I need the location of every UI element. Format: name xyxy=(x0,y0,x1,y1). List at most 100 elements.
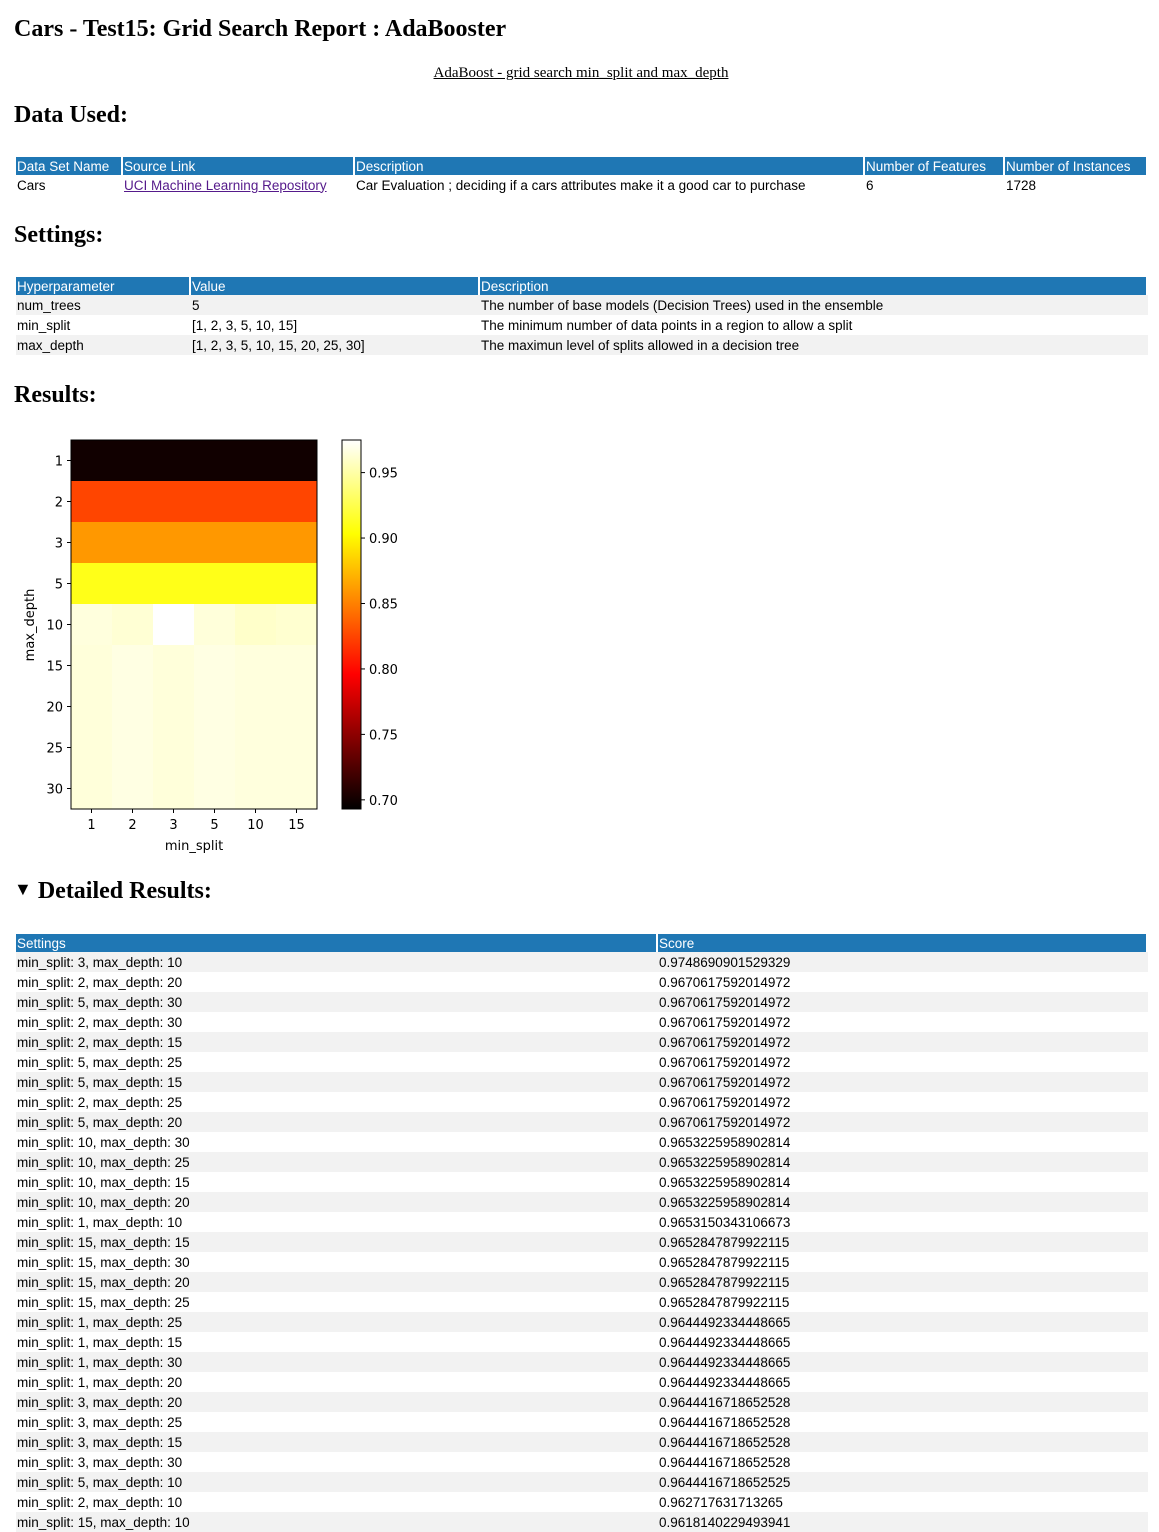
heatmap-cell xyxy=(112,727,154,769)
table-row: min_split: 2, max_depth: 30 0.96706175920… xyxy=(16,1012,1148,1032)
colorbar-tick-label: 0.70 xyxy=(369,794,398,809)
setting-cell: min_split: 15, max_depth: 15 xyxy=(16,1232,658,1252)
heatmap-cell xyxy=(194,604,236,646)
heatmap-cell xyxy=(276,645,318,687)
heatmap-cell xyxy=(235,645,277,687)
page-title: Cars - Test15: Grid Search Report : AdaB… xyxy=(14,16,507,42)
heatmap-cell xyxy=(112,440,154,482)
table-row: min_split: 15, max_depth: 30 0.9652847879… xyxy=(16,1252,1148,1272)
results-heading: Results: xyxy=(14,382,97,408)
column-header: Number of Features xyxy=(865,157,1005,175)
table-row: min_split: 5, max_depth: 25 0.96706175920… xyxy=(16,1052,1148,1072)
table-row: min_split: 2, max_depth: 20 0.96706175920… xyxy=(16,972,1148,992)
heatmap-cell xyxy=(112,645,154,687)
score-cell: 0.9670617592014972 xyxy=(658,992,1148,1012)
setting-cell: min_split: 2, max_depth: 30 xyxy=(16,1012,658,1032)
setting-cell: min_split: 2, max_depth: 10 xyxy=(16,1492,658,1512)
source-link[interactable]: UCI Machine Learning Repository xyxy=(124,177,327,193)
x-tick-label: 15 xyxy=(288,818,305,833)
score-cell: 0.9652847879922115 xyxy=(658,1272,1148,1292)
y-tick-label: 1 xyxy=(55,455,63,470)
detailed-results-toggle[interactable]: ▼ Detailed Results: xyxy=(14,878,212,905)
x-tick-label: 5 xyxy=(210,818,218,833)
detailed-results-table: Settings Score min_split: 3, max_depth: … xyxy=(16,934,1148,1532)
param-value: 5 xyxy=(191,295,480,315)
table-row: min_split: 10, max_depth: 25 0.9653225958… xyxy=(16,1152,1148,1172)
heatmap-cell xyxy=(153,645,195,687)
heatmap-cell xyxy=(153,768,195,810)
table-row: min_split: 3, max_depth: 15 0.96444167186… xyxy=(16,1432,1148,1452)
param-description: The minimum number of data points in a r… xyxy=(480,315,1148,335)
heatmap-cell xyxy=(71,440,113,482)
heatmap-cell xyxy=(71,727,113,769)
heatmap-cell xyxy=(112,563,154,605)
table-row: min_split: 10, max_depth: 20 0.9653225958… xyxy=(16,1192,1148,1212)
table-row: min_split: 2, max_depth: 15 0.96706175920… xyxy=(16,1032,1148,1052)
param-name: min_split xyxy=(16,315,191,335)
heatmap-cell xyxy=(112,481,154,523)
setting-cell: min_split: 3, max_depth: 30 xyxy=(16,1452,658,1472)
table-row: min_split: 5, max_depth: 30 0.96706175920… xyxy=(16,992,1148,1012)
setting-cell: min_split: 15, max_depth: 25 xyxy=(16,1292,658,1312)
y-tick-label: 5 xyxy=(55,578,63,593)
heatmap-cell xyxy=(71,604,113,646)
heatmap-cell xyxy=(235,768,277,810)
heatmap-cell xyxy=(235,563,277,605)
setting-cell: min_split: 5, max_depth: 15 xyxy=(16,1072,658,1092)
score-cell: 0.9644416718652525 xyxy=(658,1472,1148,1492)
setting-cell: min_split: 15, max_depth: 30 xyxy=(16,1252,658,1272)
table-row: min_split: 1, max_depth: 15 0.96444923344… xyxy=(16,1332,1148,1352)
setting-cell: min_split: 3, max_depth: 20 xyxy=(16,1392,658,1412)
score-cell: 0.9644492334448665 xyxy=(658,1352,1148,1372)
x-axis-label: min_split xyxy=(165,839,223,854)
subtitle-row: AdaBoost - grid search min_split and max… xyxy=(14,64,1148,82)
score-cell: 0.9748690901529329 xyxy=(658,952,1148,972)
setting-cell: min_split: 10, max_depth: 20 xyxy=(16,1192,658,1212)
table-row: min_split: 1, max_depth: 30 0.96444923344… xyxy=(16,1352,1148,1372)
detailed-results-heading: Detailed Results: xyxy=(37,878,212,904)
table-row: min_split: 1, max_depth: 25 0.96444923344… xyxy=(16,1312,1148,1332)
x-axis-ticks: 1 2 3 5 10 15 xyxy=(87,809,305,833)
score-cell: 0.9670617592014972 xyxy=(658,1052,1148,1072)
score-cell: 0.9644416718652528 xyxy=(658,1392,1148,1412)
score-cell: 0.9618140229493941 xyxy=(658,1512,1148,1532)
x-tick-label: 1 xyxy=(87,818,95,833)
heatmap-cell xyxy=(276,481,318,523)
heatmap-cells xyxy=(71,440,318,810)
heatmap-cell xyxy=(276,440,318,482)
setting-cell: min_split: 15, max_depth: 10 xyxy=(16,1512,658,1532)
x-tick-label: 2 xyxy=(128,818,136,833)
x-tick-label: 3 xyxy=(169,818,177,833)
y-tick-label: 15 xyxy=(46,660,63,675)
setting-cell: min_split: 1, max_depth: 15 xyxy=(16,1332,658,1352)
param-description: The number of base models (Decision Tree… xyxy=(480,295,1148,315)
table-header-row: Data Set Name Source Link Description Nu… xyxy=(16,157,1148,175)
column-header: Hyperparameter xyxy=(16,277,191,295)
score-cell: 0.9644492334448665 xyxy=(658,1332,1148,1352)
column-header: Data Set Name xyxy=(16,157,123,175)
heatmap-cell xyxy=(153,686,195,728)
heatmap-cell xyxy=(276,604,318,646)
score-cell: 0.9670617592014972 xyxy=(658,1092,1148,1112)
setting-cell: min_split: 10, max_depth: 15 xyxy=(16,1172,658,1192)
param-description: The maximun level of splits allowed in a… xyxy=(480,335,1148,355)
setting-cell: min_split: 3, max_depth: 15 xyxy=(16,1432,658,1452)
table-row: min_split: 2, max_depth: 10 0.96271763171… xyxy=(16,1492,1148,1512)
setting-cell: min_split: 10, max_depth: 25 xyxy=(16,1152,658,1172)
score-cell: 0.9670617592014972 xyxy=(658,1112,1148,1132)
param-value: [1, 2, 3, 5, 10, 15, 20, 25, 30] xyxy=(191,335,480,355)
score-cell: 0.9670617592014972 xyxy=(658,972,1148,992)
setting-cell: min_split: 5, max_depth: 30 xyxy=(16,992,658,1012)
heatmap-cell xyxy=(112,768,154,810)
setting-cell: min_split: 1, max_depth: 10 xyxy=(16,1212,658,1232)
score-cell: 0.9652847879922115 xyxy=(658,1292,1148,1312)
colorbar-tick-label: 0.95 xyxy=(369,467,398,482)
heatmap-cell xyxy=(276,686,318,728)
y-tick-label: 25 xyxy=(46,742,63,757)
subtitle-link[interactable]: AdaBoost - grid search min_split and max… xyxy=(433,65,729,81)
dataset-name: Cars xyxy=(16,175,123,195)
heatmap-cell xyxy=(112,686,154,728)
source-cell: UCI Machine Learning Repository xyxy=(123,175,355,195)
colorbar-tick-label: 0.85 xyxy=(369,597,398,612)
disclosure-triangle-icon: ▼ xyxy=(14,879,32,899)
